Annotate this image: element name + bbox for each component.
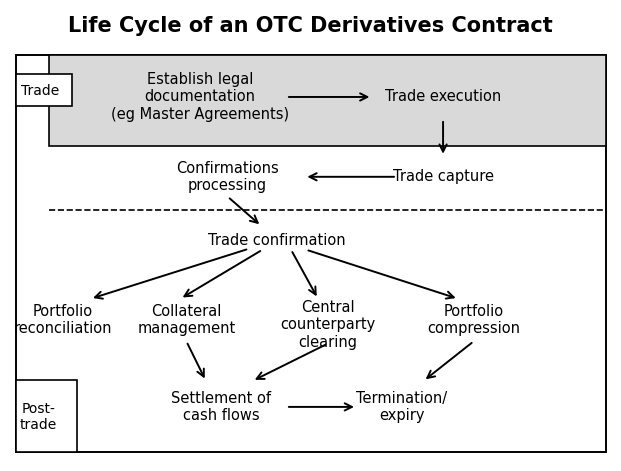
Text: Portfolio
reconciliation: Portfolio reconciliation: [14, 304, 112, 336]
Text: Central
counterparty
clearing: Central counterparty clearing: [280, 300, 376, 349]
Bar: [49, 55, 606, 146]
Text: Settlement of
cash flows: Settlement of cash flows: [171, 391, 271, 423]
Text: Post-
trade: Post- trade: [20, 402, 57, 432]
Text: Trade confirmation: Trade confirmation: [208, 233, 346, 248]
Text: Trade capture: Trade capture: [392, 169, 494, 184]
Text: Collateral
management: Collateral management: [137, 304, 235, 336]
Text: Trade execution: Trade execution: [385, 89, 501, 105]
Text: Confirmations
processing: Confirmations processing: [176, 161, 279, 193]
Text: Life Cycle of an OTC Derivatives Contract: Life Cycle of an OTC Derivatives Contrac…: [68, 16, 553, 36]
Bar: [16, 74, 72, 106]
Bar: [16, 55, 606, 452]
Text: Portfolio
compression: Portfolio compression: [427, 304, 520, 336]
Text: Trade: Trade: [20, 84, 59, 98]
Text: Termination/
expiry: Termination/ expiry: [356, 391, 447, 423]
Bar: [16, 380, 76, 452]
Text: Establish legal
documentation
(eg Master Agreements): Establish legal documentation (eg Master…: [111, 72, 289, 122]
